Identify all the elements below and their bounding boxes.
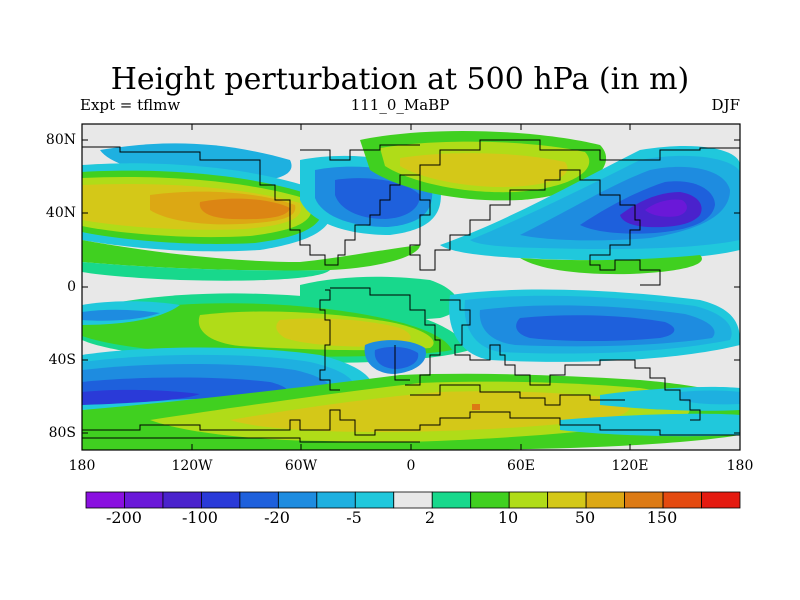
lat-label-40s: 40S <box>48 352 76 368</box>
lon-label-60e: 60E <box>506 458 536 474</box>
colorbar-box <box>277 491 318 509</box>
colorbar-label: -20 <box>264 508 290 527</box>
colorbar-box <box>662 491 702 509</box>
colorbar-box <box>316 491 356 509</box>
colorbar-box <box>624 491 664 509</box>
lon-label-60w: 60W <box>284 458 318 474</box>
coastline <box>330 287 441 386</box>
colorbar-label: -5 <box>346 508 362 527</box>
coastline <box>440 299 701 421</box>
lon-label-0: 0 <box>406 458 416 474</box>
coastline <box>319 289 340 391</box>
lon-label-180e: 180 <box>726 458 754 474</box>
lon-label-120w: 120W <box>171 458 213 474</box>
colorbar-label: 50 <box>574 508 596 527</box>
coastline <box>409 169 661 286</box>
field-band <box>645 199 687 217</box>
lon-label-180w: 180 <box>68 458 96 474</box>
field-spot <box>472 404 480 410</box>
field-band <box>82 240 420 271</box>
field-band <box>374 346 419 369</box>
colorbar-box <box>431 491 472 509</box>
colorbar-box <box>585 491 625 509</box>
field-band <box>560 413 740 437</box>
colorbar-box <box>201 491 241 509</box>
field-band <box>516 315 675 341</box>
coastline <box>394 345 410 381</box>
field-band <box>82 262 330 281</box>
coastline <box>410 384 625 406</box>
colorbar-box <box>85 491 125 509</box>
coastline <box>82 409 740 436</box>
colorbar-label: 10 <box>497 508 519 527</box>
season-label: DJF <box>711 96 740 114</box>
lat-label-40n: 40N <box>45 205 76 221</box>
axis-ticks <box>82 124 740 450</box>
colorbar-box <box>239 491 279 509</box>
colorbar-box <box>470 491 510 509</box>
period-label: 111_0_MaBP <box>350 96 450 114</box>
colorbar-box <box>701 491 741 509</box>
coastline <box>82 139 740 266</box>
field-band <box>680 390 740 405</box>
lat-label-eq: 0 <box>67 279 76 295</box>
field-band <box>199 198 290 220</box>
lon-label-120e: 120E <box>611 458 649 474</box>
coastline <box>82 437 420 443</box>
lat-label-80s: 80S <box>48 425 76 441</box>
field-band <box>276 318 411 347</box>
contour-field <box>82 124 740 450</box>
field-band <box>82 309 160 321</box>
continent-outlines <box>82 139 740 443</box>
field-band <box>520 255 702 275</box>
experiment-label: Expt = tflmw <box>80 96 181 114</box>
coastline <box>300 144 420 161</box>
colorbar-box <box>354 491 395 509</box>
colorbar-box <box>124 491 164 509</box>
lat-label-80n: 80N <box>45 132 76 148</box>
colorbar-label: -100 <box>182 508 218 527</box>
colorbar-box <box>508 491 549 509</box>
colorbar-label: -200 <box>106 508 142 527</box>
colorbar-label: 2 <box>424 508 436 527</box>
colorbar-box <box>393 491 433 509</box>
field-band <box>400 153 568 188</box>
colorbar-box <box>162 491 202 509</box>
colorbar-box <box>547 491 587 509</box>
colorbar-label: 150 <box>646 508 678 527</box>
field-band <box>335 178 420 219</box>
field-band <box>82 389 200 405</box>
plot-title: Height perturbation at 500 hPa (in m) <box>110 62 690 97</box>
